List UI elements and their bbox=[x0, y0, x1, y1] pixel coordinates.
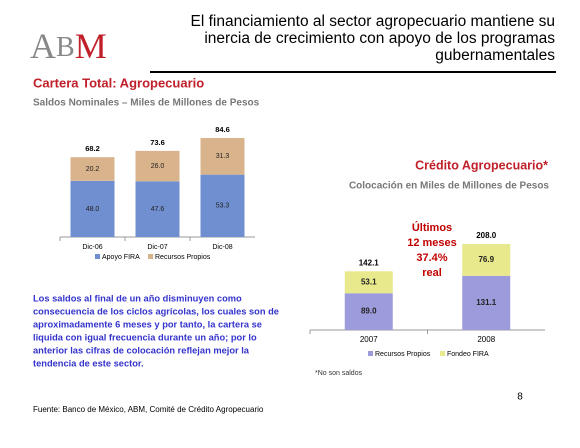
total-label: 68.2 bbox=[85, 144, 100, 153]
title-line: inercia de crecimiento con apoyo de los … bbox=[204, 30, 555, 47]
chart-title: Cartera Total: Agropecuario bbox=[33, 75, 204, 90]
bar-segment bbox=[200, 174, 245, 237]
bar-segment bbox=[462, 244, 511, 276]
legend-swatch bbox=[95, 254, 100, 259]
logo-letter: M bbox=[75, 26, 107, 66]
chart-title: Crédito Agropecuario* bbox=[415, 158, 548, 172]
value-label: 131.1 bbox=[476, 298, 497, 307]
x-tick-label: Dic-08 bbox=[212, 244, 232, 251]
annotation-line: 12 meses bbox=[407, 237, 457, 249]
legend-swatch bbox=[148, 254, 153, 259]
bar-segment bbox=[70, 180, 115, 237]
x-tick-label: 2008 bbox=[477, 335, 495, 344]
x-tick-label: 2007 bbox=[360, 335, 378, 344]
paragraph-line: consecuencia de los ciclos agrícolas, lo… bbox=[33, 306, 279, 316]
page-number: 8 bbox=[517, 392, 523, 403]
annotation-line: Últimos bbox=[412, 221, 452, 234]
value-label: 53.1 bbox=[361, 277, 377, 286]
value-label: 31.3 bbox=[216, 153, 230, 160]
bar-segment bbox=[344, 271, 393, 294]
total-label: 73.6 bbox=[150, 138, 165, 147]
logo: ABM bbox=[30, 26, 107, 66]
annotation: Últimos 12 meses 37.4% real bbox=[407, 221, 457, 279]
value-label: 47.6 bbox=[151, 206, 165, 213]
paragraph-line: Los saldos al final de un año disminuyen… bbox=[33, 293, 242, 303]
logo-letter: A bbox=[30, 26, 56, 66]
paragraph-line: liquida con igual frecuencia durante un … bbox=[33, 332, 257, 342]
x-tick-label: Dic-07 bbox=[147, 244, 167, 251]
source: Fuente: Banco de México, ABM, Comité de … bbox=[33, 405, 264, 414]
chart-subtitle: Saldos Nominales – Miles de Millones de … bbox=[33, 98, 260, 109]
value-label: 48.0 bbox=[86, 206, 100, 213]
value-label: 89.0 bbox=[361, 307, 377, 316]
bar-segment bbox=[135, 150, 180, 182]
bar-segment bbox=[135, 181, 180, 237]
bar-segment bbox=[200, 138, 245, 175]
total-label: 208.0 bbox=[476, 231, 497, 240]
note: *No son saldos bbox=[315, 370, 363, 377]
value-label: 76.9 bbox=[478, 255, 494, 264]
paragraph: Los saldos al final de un año disminuyen… bbox=[33, 293, 279, 368]
title-line: gubernamentales bbox=[435, 47, 555, 64]
legend-label: Recursos Propios bbox=[155, 254, 211, 261]
paragraph-line: anterior las cifras de colocación reflej… bbox=[33, 345, 250, 355]
logo-letter: B bbox=[56, 32, 75, 63]
x-tick-label: Dic-06 bbox=[82, 244, 102, 251]
bar-segment bbox=[462, 275, 511, 330]
annotation-line: real bbox=[422, 267, 442, 279]
legend-swatch bbox=[368, 351, 373, 356]
value-label: 20.2 bbox=[86, 166, 100, 173]
paragraph-line: aproximadamente 6 meses y por tanto, la … bbox=[33, 319, 262, 329]
legend-swatch bbox=[440, 351, 445, 356]
value-label: 26.0 bbox=[151, 163, 165, 170]
total-label: 142.1 bbox=[359, 258, 380, 267]
legend-label: Fondeo FIRA bbox=[447, 351, 489, 358]
total-label: 84.6 bbox=[215, 125, 230, 134]
paragraph-line: tendencia de este sector. bbox=[33, 358, 144, 368]
annotation-line: 37.4% bbox=[416, 252, 447, 264]
title-line: El financiamiento al sector agropecuario… bbox=[191, 13, 555, 30]
bar-segment bbox=[70, 157, 115, 181]
chart-subtitle: Colocación en Miles de Millones de Pesos bbox=[349, 181, 549, 192]
legend-label: Recursos Propios bbox=[375, 351, 431, 358]
value-label: 53.3 bbox=[216, 203, 230, 210]
legend-label: Apoyo FIRA bbox=[102, 254, 140, 261]
slide-title: El financiamiento al sector agropecuario… bbox=[191, 13, 556, 64]
bar-segment bbox=[344, 293, 393, 330]
